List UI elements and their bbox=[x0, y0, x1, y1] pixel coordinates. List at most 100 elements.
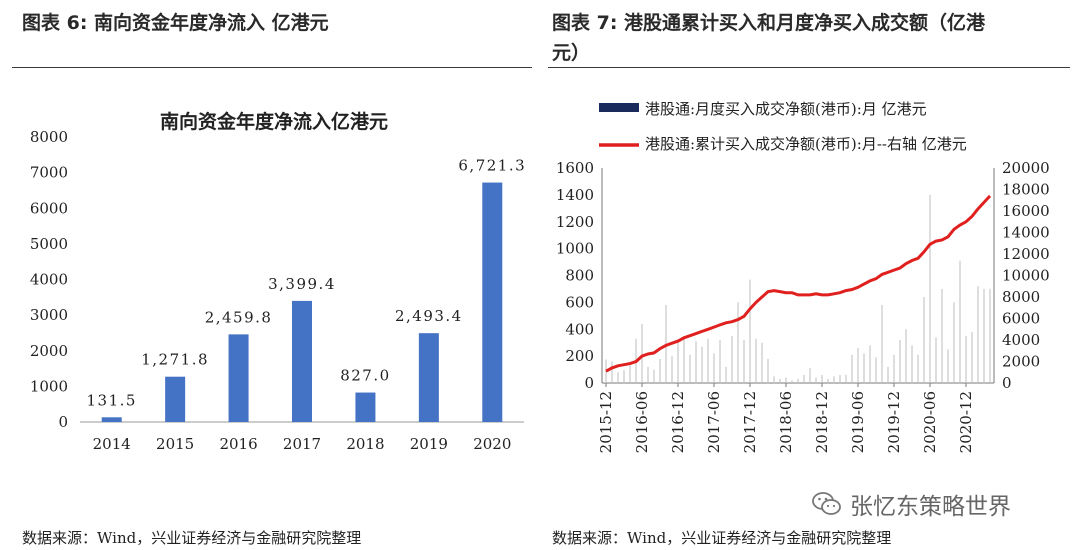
monthly-bar bbox=[905, 329, 907, 383]
monthly-bar bbox=[953, 302, 955, 383]
monthly-bar bbox=[791, 380, 793, 383]
x-tick-label-2016: 2016 bbox=[219, 435, 257, 453]
x-tick-label-2016-12: 2016-12 bbox=[669, 391, 687, 453]
monthly-bar bbox=[779, 378, 781, 383]
monthly-bar bbox=[989, 288, 991, 383]
monthly-bar bbox=[875, 357, 877, 383]
monthly-bar bbox=[827, 378, 829, 383]
monthly-bar bbox=[857, 348, 859, 383]
left-source-note: 数据来源：Wind，兴业证券经济与金融研究院整理 bbox=[22, 529, 362, 547]
x-tick-label-2017: 2017 bbox=[283, 435, 321, 453]
x-tick-label-2020-12: 2020-12 bbox=[957, 391, 975, 453]
left-y-tick-label: 2000 bbox=[30, 342, 68, 360]
data-label-2017: 3,399.4 bbox=[268, 275, 336, 293]
x-tick-label-2016-06: 2016-06 bbox=[633, 391, 651, 453]
monthly-net-buy-bars bbox=[605, 194, 991, 383]
monthly-bar bbox=[677, 340, 679, 383]
legend-line-label: 港股通:累计买入成交净额(港币):月--右轴 亿港元 bbox=[645, 135, 967, 153]
monthly-bar bbox=[755, 338, 757, 383]
monthly-bar bbox=[749, 279, 751, 383]
bar-2014 bbox=[101, 417, 122, 422]
legend-bar-label: 港股通:月度买入成交净额(港币):月 亿港元 bbox=[645, 100, 927, 118]
bar-2019 bbox=[418, 333, 439, 422]
monthly-bar bbox=[821, 374, 823, 383]
right-chart-legend: 港股通:月度买入成交净额(港币):月 亿港元 港股通:累计买入成交净额(港币):… bbox=[599, 100, 967, 153]
right-chart-right-tick-label: 4000 bbox=[1002, 331, 1040, 349]
monthly-bar bbox=[683, 337, 685, 383]
monthly-bar bbox=[899, 340, 901, 383]
left-y-tick-label: 3000 bbox=[30, 306, 68, 324]
right-chart-left-y-axis: 0 200 400 600 800 1000 1200 1400 1600 bbox=[556, 159, 603, 392]
monthly-bar bbox=[605, 359, 607, 383]
x-tick-label-2018-12: 2018-12 bbox=[813, 391, 831, 453]
x-tick-label-2019-12: 2019-12 bbox=[885, 391, 903, 453]
monthly-bar bbox=[881, 305, 883, 383]
left-y-tick-label: 6000 bbox=[30, 199, 68, 217]
monthly-bar bbox=[815, 377, 817, 383]
left-y-tick-label: 5000 bbox=[30, 235, 68, 253]
monthly-bar bbox=[929, 194, 931, 383]
monthly-bar bbox=[767, 358, 769, 383]
right-chart-left-tick-label: 600 bbox=[565, 293, 594, 311]
x-tick-label-2020: 2020 bbox=[473, 435, 511, 453]
monthly-bar bbox=[611, 361, 613, 383]
x-tick-label-2019-06: 2019-06 bbox=[849, 391, 867, 453]
monthly-bar bbox=[809, 368, 811, 383]
data-label-2018: 827.0 bbox=[340, 367, 390, 385]
monthly-bar bbox=[977, 286, 979, 383]
monthly-bar bbox=[695, 341, 697, 383]
right-chart-left-tick-label: 800 bbox=[565, 267, 594, 285]
monthly-bar bbox=[731, 335, 733, 383]
monthly-bar bbox=[689, 354, 691, 383]
data-label-2014: 131.5 bbox=[86, 391, 136, 409]
monthly-bar bbox=[641, 323, 643, 383]
monthly-bar bbox=[773, 376, 775, 383]
x-tick-label-2019: 2019 bbox=[410, 435, 448, 453]
left-y-tick-label: 8000 bbox=[30, 128, 68, 146]
right-chart-right-tick-label: 10000 bbox=[1002, 267, 1050, 285]
bar-2018 bbox=[355, 392, 376, 422]
monthly-bar bbox=[707, 338, 709, 383]
monthly-bar bbox=[803, 374, 805, 383]
right-figure-title-line1: 图表 7: 港股通累计买入和月度净买入成交额（亿港 bbox=[552, 12, 986, 34]
right-chart-left-tick-label: 1400 bbox=[556, 186, 594, 204]
monthly-bar bbox=[659, 358, 661, 383]
monthly-bar bbox=[923, 297, 925, 383]
data-label-2016: 2,459.8 bbox=[205, 308, 273, 326]
x-tick-label-2017-06: 2017-06 bbox=[705, 391, 723, 453]
right-chart-left-tick-label: 1600 bbox=[556, 159, 594, 177]
bar-2015 bbox=[165, 376, 186, 422]
watermark-text: 张忆东策略世界 bbox=[850, 494, 1011, 520]
right-chart-right-tick-label: 0 bbox=[1002, 374, 1012, 392]
monthly-bar bbox=[965, 335, 967, 383]
right-chart-right-tick-label: 6000 bbox=[1002, 310, 1040, 328]
bar-2016 bbox=[228, 334, 249, 422]
monthly-bar bbox=[701, 346, 703, 383]
left-y-tick-label: 1000 bbox=[30, 377, 68, 395]
monthly-bar bbox=[671, 356, 673, 383]
monthly-bar bbox=[941, 288, 943, 383]
watermark: 张忆东策略世界 bbox=[812, 487, 1011, 521]
right-chart-right-tick-label: 20000 bbox=[1002, 159, 1050, 177]
bar-2020 bbox=[482, 182, 503, 422]
wechat-icon bbox=[812, 492, 841, 515]
right-figure-title: 图表 7: 港股通累计买入和月度净买入成交额（亿港 元） bbox=[552, 8, 1072, 68]
x-tick-label-2020-06: 2020-06 bbox=[921, 391, 939, 453]
x-tick-label-2015: 2015 bbox=[156, 435, 194, 453]
right-chart-left-tick-label: 1200 bbox=[556, 213, 594, 231]
right-chart-x-axis: 2015-12 2016-06 2016-12 2017-06 2017-12 2018-… bbox=[597, 383, 975, 453]
monthly-bar bbox=[617, 372, 619, 383]
data-label-2015: 1,271.8 bbox=[141, 351, 209, 369]
left-chart-bars bbox=[101, 182, 503, 422]
x-tick-label-2015-12: 2015-12 bbox=[597, 391, 615, 453]
right-chart-right-tick-label: 16000 bbox=[1002, 202, 1050, 220]
monthly-bar bbox=[917, 354, 919, 383]
right-chart-right-tick-label: 2000 bbox=[1002, 353, 1040, 371]
monthly-bar bbox=[653, 369, 655, 383]
monthly-bar bbox=[893, 354, 895, 383]
monthly-bar bbox=[743, 340, 745, 383]
monthly-bar bbox=[947, 349, 949, 383]
left-y-tick-label: 0 bbox=[58, 413, 68, 431]
right-chart-right-tick-label: 12000 bbox=[1002, 245, 1050, 263]
right-chart-right-tick-label: 8000 bbox=[1002, 288, 1040, 306]
